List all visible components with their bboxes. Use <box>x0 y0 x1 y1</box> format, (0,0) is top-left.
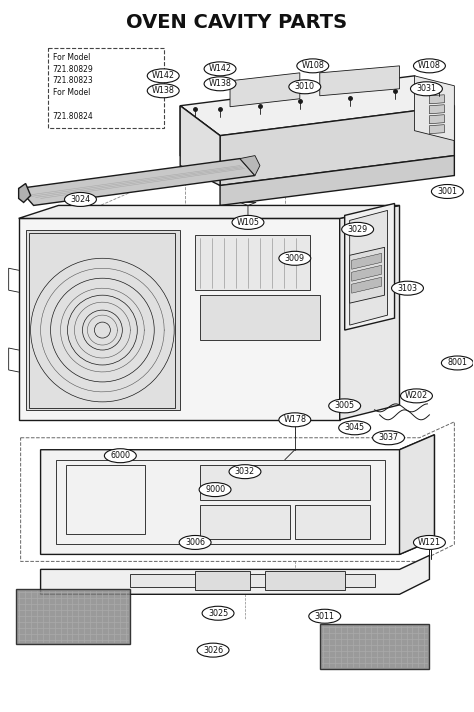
Polygon shape <box>180 106 220 186</box>
Polygon shape <box>18 219 340 420</box>
Ellipse shape <box>329 399 361 413</box>
Ellipse shape <box>373 431 404 445</box>
Text: 3024: 3024 <box>71 195 91 204</box>
Text: 3011: 3011 <box>315 612 335 621</box>
Text: W108: W108 <box>301 61 324 70</box>
Ellipse shape <box>441 356 474 370</box>
Text: 3031: 3031 <box>417 84 437 93</box>
Text: W138: W138 <box>209 79 231 88</box>
Text: W138: W138 <box>152 86 174 95</box>
Polygon shape <box>429 95 445 104</box>
Text: 3025: 3025 <box>208 609 228 618</box>
Text: 3026: 3026 <box>203 646 223 654</box>
Ellipse shape <box>202 606 234 620</box>
Text: 3029: 3029 <box>347 225 368 234</box>
Text: 3006: 3006 <box>185 538 205 547</box>
Polygon shape <box>429 125 445 134</box>
Polygon shape <box>18 184 31 202</box>
Ellipse shape <box>64 192 96 206</box>
Polygon shape <box>130 575 374 587</box>
Ellipse shape <box>147 84 179 98</box>
Polygon shape <box>429 115 445 124</box>
Text: W202: W202 <box>405 392 428 400</box>
Ellipse shape <box>197 643 229 657</box>
Ellipse shape <box>410 82 442 96</box>
Polygon shape <box>26 231 180 410</box>
Polygon shape <box>18 206 400 219</box>
Text: W142: W142 <box>152 71 175 80</box>
Text: 8001: 8001 <box>447 358 467 367</box>
Text: 3045: 3045 <box>345 424 365 432</box>
Ellipse shape <box>339 421 371 435</box>
Text: W108: W108 <box>418 61 441 70</box>
Ellipse shape <box>204 77 236 90</box>
Text: 3103: 3103 <box>398 283 418 293</box>
Polygon shape <box>200 295 320 340</box>
Ellipse shape <box>392 281 423 295</box>
Polygon shape <box>350 211 388 325</box>
Text: 3005: 3005 <box>335 402 355 410</box>
Text: 3001: 3001 <box>438 187 457 196</box>
Polygon shape <box>230 73 300 107</box>
Text: 3032: 3032 <box>235 467 255 476</box>
Ellipse shape <box>279 413 311 426</box>
Polygon shape <box>352 253 382 269</box>
Polygon shape <box>220 106 455 186</box>
Polygon shape <box>320 624 429 669</box>
Polygon shape <box>340 206 400 420</box>
Polygon shape <box>320 66 400 96</box>
Polygon shape <box>350 247 384 303</box>
Ellipse shape <box>289 80 321 94</box>
Polygon shape <box>180 106 220 186</box>
Ellipse shape <box>204 62 236 75</box>
Polygon shape <box>16 590 130 644</box>
Ellipse shape <box>279 251 311 266</box>
Polygon shape <box>195 571 250 590</box>
Ellipse shape <box>342 222 374 236</box>
Ellipse shape <box>413 59 446 73</box>
Ellipse shape <box>413 535 446 550</box>
Polygon shape <box>352 266 382 281</box>
Polygon shape <box>41 435 434 555</box>
Ellipse shape <box>297 59 329 73</box>
Text: 3010: 3010 <box>295 83 315 91</box>
Polygon shape <box>265 571 345 590</box>
Polygon shape <box>352 277 382 293</box>
Ellipse shape <box>104 449 137 463</box>
Polygon shape <box>18 159 255 206</box>
Polygon shape <box>345 204 394 330</box>
Polygon shape <box>295 505 370 540</box>
Polygon shape <box>180 75 455 136</box>
Polygon shape <box>200 465 370 500</box>
Text: W178: W178 <box>283 415 306 424</box>
FancyBboxPatch shape <box>47 48 164 127</box>
Text: OVEN CAVITY PARTS: OVEN CAVITY PARTS <box>127 14 347 33</box>
Ellipse shape <box>147 69 179 83</box>
Text: For Model
721.80829
721.80823
For Model
 
721.80824: For Model 721.80829 721.80823 For Model … <box>53 53 93 121</box>
Polygon shape <box>220 156 455 206</box>
Text: 9000: 9000 <box>205 485 225 494</box>
Polygon shape <box>429 105 445 114</box>
Ellipse shape <box>179 535 211 550</box>
Polygon shape <box>200 505 290 540</box>
Ellipse shape <box>199 483 231 496</box>
Text: W121: W121 <box>418 538 441 547</box>
Text: 3037: 3037 <box>379 434 399 442</box>
Polygon shape <box>400 435 434 555</box>
Polygon shape <box>195 236 310 290</box>
Ellipse shape <box>232 216 264 229</box>
Text: 6000: 6000 <box>110 451 130 460</box>
Polygon shape <box>41 555 429 595</box>
Ellipse shape <box>431 184 463 199</box>
Ellipse shape <box>401 389 432 403</box>
Text: 3009: 3009 <box>285 253 305 263</box>
Polygon shape <box>414 75 455 141</box>
Text: W105: W105 <box>237 218 259 227</box>
Polygon shape <box>240 156 260 176</box>
Ellipse shape <box>229 465 261 478</box>
Text: W142: W142 <box>209 64 232 73</box>
Ellipse shape <box>309 609 341 623</box>
